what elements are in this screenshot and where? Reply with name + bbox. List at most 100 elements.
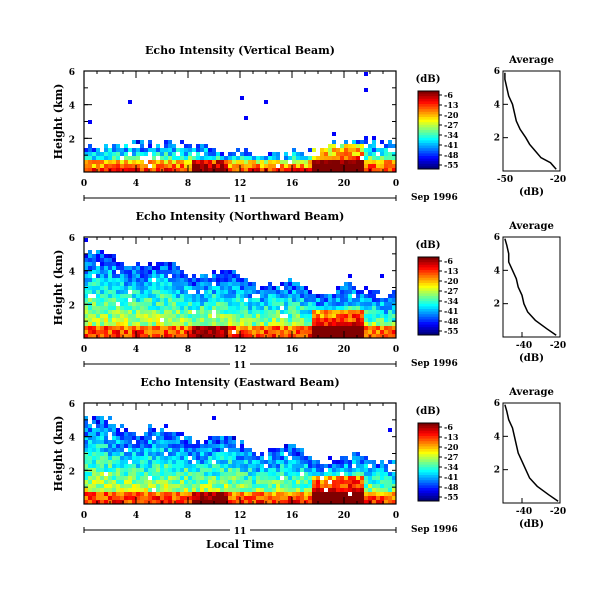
echo-cell [292,168,296,172]
echo-cell [176,322,180,326]
echo-cell [364,168,368,172]
echo-cell [172,156,176,160]
echo-cell [148,468,152,472]
echo-cell [268,318,272,322]
echo-cell [84,330,88,334]
echo-cell [244,168,248,172]
echo-cell [204,460,208,464]
echo-cell [188,294,192,298]
echo-cell [176,286,180,290]
echo-cell [380,464,384,468]
echo-cell [200,448,204,452]
colorbar-segment [418,104,439,108]
echo-cell [356,140,360,144]
echo-cell [152,452,156,456]
echo-cell [124,306,128,310]
echo-cell [240,298,244,302]
echo-cell [200,476,204,480]
echo-cell [292,318,296,322]
echo-cell [308,460,312,464]
echo-cell [356,464,360,468]
echo-cell [200,164,204,168]
colorbar-segment [418,119,439,123]
echo-cell [208,286,212,290]
echo-cell [164,148,168,152]
echo-cell [92,262,96,266]
echo-cell [348,306,352,310]
echo-cell [180,282,184,286]
echo-cell [236,314,240,318]
echo-cell [276,298,280,302]
echo-cell [92,330,96,334]
echo-cell [204,480,208,484]
echo-cell [380,314,384,318]
echo-cell [200,282,204,286]
echo-cell [116,500,120,504]
echo-cell [92,496,96,500]
colorbar-segment [418,303,439,307]
echo-cell [132,294,136,298]
echo-cell [296,492,300,496]
echo-cell [136,302,140,306]
echo-cell [344,318,348,322]
echo-cell [100,262,104,266]
echo-cell [252,496,256,500]
echo-cell [188,496,192,500]
echo-cell [264,156,268,160]
echo-cell [360,330,364,334]
echo-cell [316,314,320,318]
echo-cell [360,476,364,480]
echo-cell [140,484,144,488]
echo-cell [252,492,256,496]
echo-cell [140,282,144,286]
colorbar-segment [418,272,439,276]
echo-cell [316,318,320,322]
echo-cell [388,164,392,168]
echo-cell [312,330,316,334]
average-y-tick-label: 2 [494,134,500,144]
echo-cell [268,156,272,160]
echo-cell [376,468,380,472]
echo-cell [164,140,168,144]
echo-cell [120,322,124,326]
echo-cell [84,270,88,274]
echo-cell [96,298,100,302]
echo-cell [172,266,176,270]
echo-cell [376,334,380,338]
echo-cell [92,448,96,452]
echo-cell [132,480,136,484]
echo-cell [248,500,252,504]
echo-cell [360,160,364,164]
echo-cell [196,314,200,318]
echo-cell [168,318,172,322]
average-x-label: (dB) [519,519,544,530]
colorbar-segment [418,262,439,266]
echo-cell [360,310,364,314]
echo-cell [364,318,368,322]
echo-cell [260,330,264,334]
echo-cell [104,326,108,330]
echo-cell [320,294,324,298]
average-y-tick-label: 4 [494,432,500,442]
echo-cell [328,456,332,460]
echo-cell [120,152,124,156]
echo-cell [120,326,124,330]
echo-cell [192,282,196,286]
echo-cell [144,460,148,464]
echo-cell [144,270,148,274]
echo-cell [208,314,212,318]
echo-cell [212,302,216,306]
echo-cell [156,144,160,148]
average-y-tick-label: 6 [494,67,500,77]
echo-cell [292,492,296,496]
echo-cell [116,306,120,310]
colorbar-segment [418,423,439,427]
echo-cell [340,492,344,496]
echo-cell [364,310,368,314]
echo-cell [340,302,344,306]
x-tick-label: 12 [234,345,247,355]
echo-cell [320,164,324,168]
echo-cell [132,168,136,172]
echo-cell [292,306,296,310]
echo-cell [332,472,336,476]
